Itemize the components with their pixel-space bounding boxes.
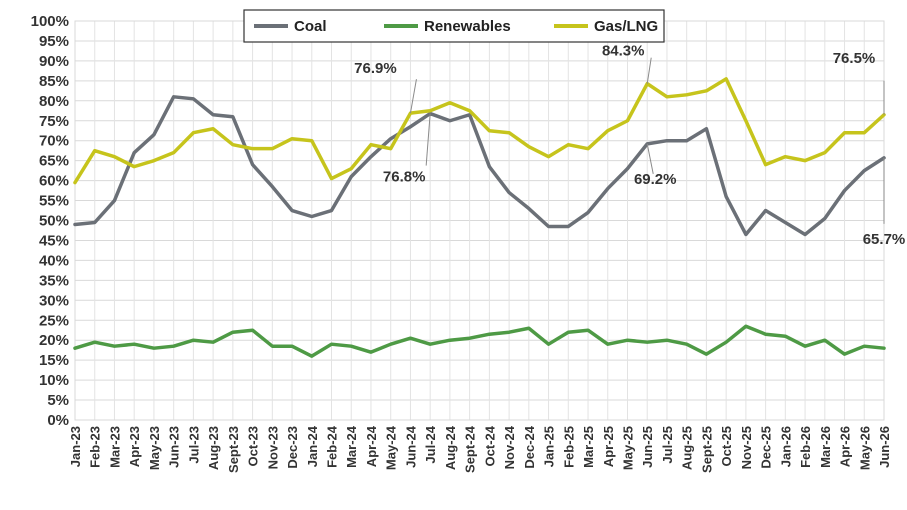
y-tick-label: 25%: [39, 312, 69, 329]
x-tick-label: Jul-25: [660, 426, 675, 464]
y-tick-label: 50%: [39, 213, 69, 230]
annotation-label: 84.3%: [602, 43, 645, 60]
x-tick-label: Jan-23: [68, 426, 83, 467]
y-tick-label: 45%: [39, 232, 69, 249]
series-line-gas-lng: [73, 77, 886, 185]
annotation-leader: [409, 79, 417, 114]
x-tick-label: Feb-23: [88, 426, 103, 468]
annotation-label: 65.7%: [863, 231, 906, 248]
x-tick-label: May-25: [620, 426, 635, 470]
annotation-label: 76.9%: [354, 60, 397, 77]
x-tick-label: Dec-25: [759, 426, 774, 469]
legend-box: [243, 9, 665, 43]
x-tick-label: Sept-23: [226, 426, 241, 473]
annotation-leader: [646, 57, 652, 84]
x-tick-label: Mar-25: [581, 426, 596, 468]
annotation-label: 76.8%: [383, 169, 426, 186]
series-line-coal: [73, 95, 886, 237]
x-tick-label: Mar-23: [107, 426, 122, 468]
x-tick-label: Aug-23: [206, 426, 221, 470]
x-tick-label: Feb-24: [325, 425, 340, 468]
x-tick-label: Jun-26: [877, 426, 892, 468]
x-tick-label: Jul-24: [423, 425, 438, 463]
x-tick-label: Sept-25: [699, 426, 714, 473]
x-tick-label: May-23: [147, 426, 162, 470]
x-tick-label: Dec-24: [522, 425, 537, 468]
y-tick-label: 40%: [39, 252, 69, 269]
series-line-renewables: [73, 324, 886, 358]
y-tick-label: 35%: [39, 272, 69, 289]
y-tick-label: 60%: [39, 173, 69, 190]
x-tick-label: Jun-25: [640, 426, 655, 468]
y-tick-label: 70%: [39, 133, 69, 150]
y-tick-label: 95%: [39, 33, 69, 50]
annotation-leader: [425, 113, 431, 166]
x-tick-label: Jan-24: [305, 425, 320, 467]
y-tick-label: 100%: [31, 13, 69, 30]
y-tick-label: 65%: [39, 153, 69, 170]
y-tick-label: 5%: [47, 392, 69, 409]
x-tick-label: Apr-23: [127, 426, 142, 467]
x-tick-label: Feb-25: [561, 426, 576, 468]
y-tick-label: 55%: [39, 193, 69, 210]
y-tick-label: 30%: [39, 292, 69, 309]
y-tick-label: 90%: [39, 53, 69, 70]
x-axis: Jan-23 Feb-23 Mar-23 Apr-23 May-23 Jun-23 Jul-…: [68, 425, 892, 473]
x-tick-label: Sept-24: [463, 425, 478, 473]
legend-entry-coal: Coal: [294, 18, 327, 35]
x-tick-label: Jun-23: [167, 426, 182, 468]
x-tick-label: Oct-23: [246, 426, 261, 466]
x-tick-label: Aug-25: [680, 426, 695, 470]
x-tick-label: Oct-24: [482, 425, 497, 466]
series-lines: [73, 77, 886, 358]
x-tick-label: Jan-25: [542, 426, 557, 467]
y-tick-label: 85%: [39, 73, 69, 90]
legend: Coal Renewables Gas/LNG: [243, 9, 665, 43]
x-tick-label: Apr-25: [601, 426, 616, 467]
x-tick-label: Jun-24: [403, 425, 418, 468]
x-tick-label: Apr-24: [364, 425, 379, 467]
annotation-label: 69.2%: [634, 171, 677, 188]
x-tick-label: Dec-23: [285, 426, 300, 469]
x-tick-label: Jul-23: [186, 426, 201, 464]
annotation-leader: [646, 143, 654, 174]
y-tick-label: 80%: [39, 93, 69, 110]
legend-entry-renewables: Renewables: [424, 18, 511, 35]
y-tick-label: 15%: [39, 352, 69, 369]
x-tick-label: Oct-25: [719, 426, 734, 466]
x-tick-label: Mar-24: [344, 425, 359, 468]
y-axis: 0% 5% 10% 15% 20% 25% 30% 35% 40% 45% 50% 55% 60% 65%…: [31, 13, 69, 429]
x-tick-label: Nov-24: [502, 425, 517, 469]
annotation-label: 76.5%: [833, 50, 876, 67]
legend-entry-gas-lng: Gas/LNG: [594, 18, 658, 35]
y-tick-label: 75%: [39, 113, 69, 130]
y-tick-label: 20%: [39, 332, 69, 349]
y-tick-label: 0%: [47, 412, 69, 429]
x-tick-label: May-26: [857, 426, 872, 470]
x-tick-label: Apr-26: [838, 426, 853, 467]
x-tick-label: Nov-23: [265, 426, 280, 469]
x-tick-label: May-24: [384, 425, 399, 470]
x-tick-label: Aug-24: [443, 425, 458, 470]
annotations: 76.9% 76.8% 84.3% 69.2% 76.5% 65.7%: [354, 43, 905, 248]
x-tick-label: Mar-26: [818, 426, 833, 468]
y-tick-label: 10%: [39, 372, 69, 389]
x-tick-label: Nov-25: [739, 426, 754, 469]
x-tick-label: Jan-26: [778, 426, 793, 467]
x-tick-label: Feb-26: [798, 426, 813, 468]
gridlines: [74, 20, 885, 421]
